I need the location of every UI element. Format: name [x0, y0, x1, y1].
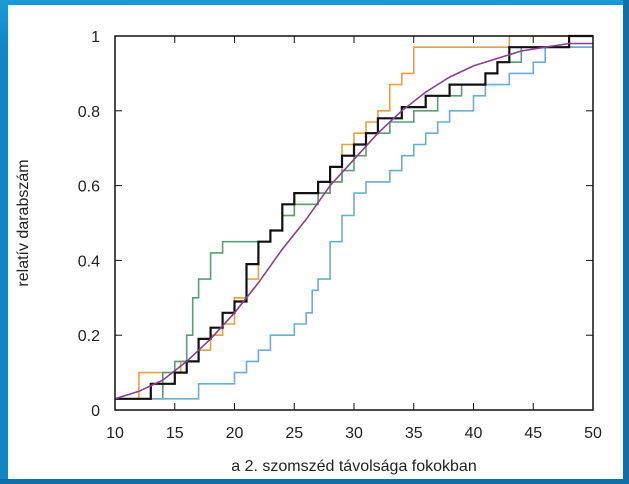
x-tick-label: 45: [524, 425, 542, 442]
y-tick-label: 0.8: [78, 104, 100, 121]
ticks-layer: 10 15 20 25 30 35 40 45 50 0 0.2 0.4 0.6 0.8 1: [78, 29, 602, 442]
x-tick-label: 35: [405, 425, 423, 442]
x-tick-label: 40: [465, 425, 483, 442]
y-tick-label: 0.6: [78, 179, 100, 196]
y-axis-title: relatív darabszám: [15, 159, 32, 286]
y-tick-label: 0.2: [78, 328, 100, 345]
x-tick-label: 30: [345, 425, 363, 442]
cdf-fit-curve: [114, 42, 593, 400]
cdf-step-series-2: [115, 46, 593, 400]
x-tick-label: 10: [106, 425, 124, 442]
y-tick-label: 0.4: [78, 253, 100, 270]
plot-area: [115, 36, 593, 410]
y-tick-label: 1: [91, 29, 100, 46]
left-frame-band: [0, 52, 8, 484]
x-tick-label: 20: [226, 425, 244, 442]
plot-frame: [114, 35, 594, 411]
cdf-step-series-3: [115, 34, 593, 400]
x-axis-title: a 2. szomszéd távolsága fokokban: [231, 458, 476, 475]
series-layer: [114, 34, 593, 400]
bottom-frame-band: [0, 479, 629, 484]
x-tick-label: 50: [584, 425, 602, 442]
right-frame-band: [623, 0, 629, 484]
x-tick-label: 25: [285, 425, 303, 442]
x-tick-label: 15: [166, 425, 184, 442]
y-tick-label: 0: [91, 403, 100, 420]
